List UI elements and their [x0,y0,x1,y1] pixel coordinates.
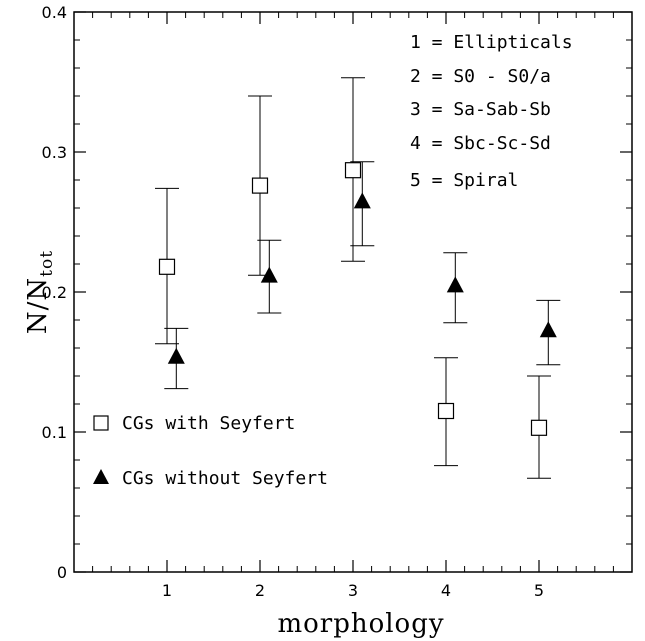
point-without-seyfert [446,276,464,293]
key-line-2: 2 = S0 - S0/a [410,66,551,87]
legend-triangle-marker [93,469,109,484]
y-tick-label: 0.1 [42,423,67,442]
point-without-seyfert [260,266,278,283]
x-axis-title: morphology [277,609,444,639]
point-with-seyfert [530,419,548,436]
morphology-key: 1 = Ellipticals 2 = S0 - S0/a 3 = Sa-Sab… [410,32,573,191]
axis-ticks: 0 0.1 0.2 0.3 0.4 1 2 3 4 5 [42,3,632,600]
y-axis-title-subscript: tot [37,250,57,277]
x-tick-label: 2 [255,581,265,600]
point-with-seyfert [158,258,176,275]
legend-label-without-seyfert: CGs without Seyfert [122,468,328,489]
plot-marks [155,77,561,479]
key-line-5: 5 = Spiral [410,170,518,191]
point-without-seyfert [167,347,185,364]
x-tick-label: 3 [348,581,358,600]
y-tick-label: 0 [57,563,67,582]
legend-label-with-seyfert: CGs with Seyfert [122,413,295,434]
key-line-1: 1 = Ellipticals [410,32,573,53]
x-tick-label: 4 [441,581,451,600]
point-with-seyfert [251,177,269,194]
legend-square-marker [93,415,109,431]
point-with-seyfert [437,402,455,420]
point-without-seyfert [353,192,371,209]
y-tick-label: 0.2 [42,283,67,302]
y-axis-title-main: N/N [23,277,53,334]
y-axis-title: N/Ntot [23,250,57,334]
key-line-3: 3 = Sa-Sab-Sb [410,99,551,120]
y-tick-label: 0.3 [42,143,67,162]
y-tick-label: 0.4 [42,3,67,22]
legend: CGs with Seyfert CGs without Seyfert [93,413,328,489]
point-with-seyfert [344,162,362,179]
key-line-4: 4 = Sbc-Sc-Sd [410,133,551,154]
x-tick-label: 5 [534,581,544,600]
x-tick-label: 1 [162,581,172,600]
point-without-seyfert [539,321,557,338]
